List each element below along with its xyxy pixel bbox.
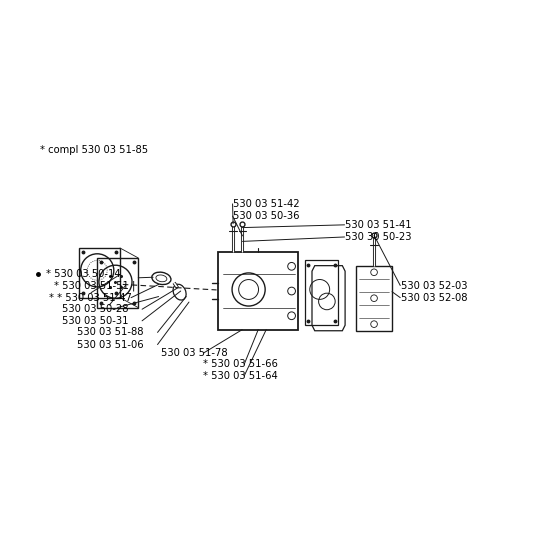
Text: 530 03 51-42: 530 03 51-42 bbox=[233, 199, 300, 209]
Text: 530 03 51-78: 530 03 51-78 bbox=[161, 348, 228, 358]
Text: 530 03 52-03: 530 03 52-03 bbox=[402, 281, 468, 291]
Text: * 530 03 50-14: * 530 03 50-14 bbox=[45, 269, 120, 279]
Text: 530 03 51-88: 530 03 51-88 bbox=[77, 328, 143, 338]
Text: * 530 03 51-64: * 530 03 51-64 bbox=[203, 371, 278, 381]
Text: 530 03 52-08: 530 03 52-08 bbox=[402, 293, 468, 302]
Text: 530 03 51-41: 530 03 51-41 bbox=[345, 220, 412, 230]
Text: 530 03 50-36: 530 03 50-36 bbox=[233, 211, 300, 221]
Text: 530 30 50-23: 530 30 50-23 bbox=[345, 232, 412, 242]
Text: * 530 03 51-66: * 530 03 51-66 bbox=[203, 360, 278, 370]
Text: * compl 530 03 51-85: * compl 530 03 51-85 bbox=[40, 146, 148, 155]
Text: * * 530 03 51-47: * * 530 03 51-47 bbox=[49, 293, 132, 302]
Text: * 530 03 51-51 |: * 530 03 51-51 | bbox=[54, 280, 135, 291]
Text: 530 03 50-31: 530 03 50-31 bbox=[62, 316, 129, 326]
Text: 530 03 50-28: 530 03 50-28 bbox=[62, 304, 129, 314]
Text: 530 03 51-06: 530 03 51-06 bbox=[77, 339, 143, 349]
